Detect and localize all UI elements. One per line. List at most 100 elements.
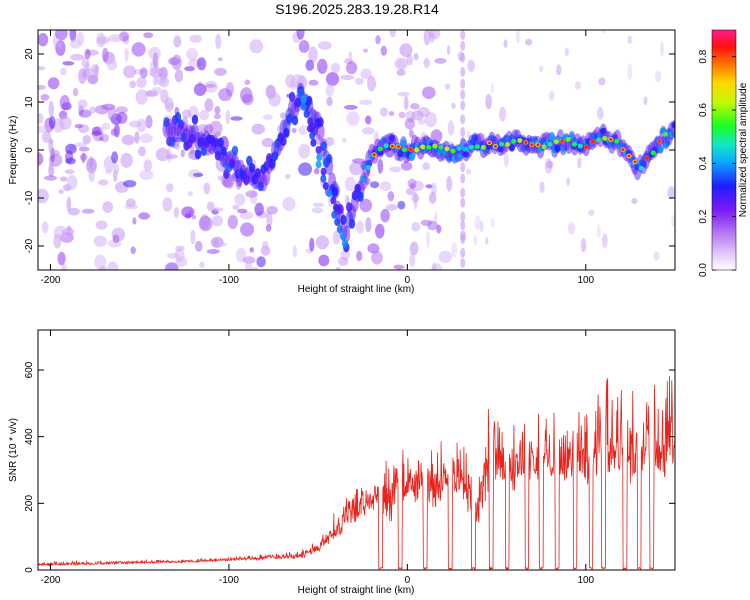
spectrogram-cell (315, 146, 322, 154)
spectrogram-cell (38, 33, 49, 47)
spectrogram-cell (298, 40, 310, 53)
spectrogram-cell (425, 184, 433, 189)
spectrogram-cell (67, 207, 80, 216)
spectrogram-cell (190, 229, 196, 245)
spectrogram-cell (556, 64, 562, 76)
spectrogram-cell (596, 137, 602, 143)
spectrogram-cell (246, 155, 253, 166)
spectrogram-cell (262, 114, 273, 120)
spectrogram-cell (474, 144, 480, 150)
spectrogram-cell (348, 218, 356, 229)
spectrogram-cell (164, 262, 179, 270)
spectrogram-cell (588, 209, 595, 216)
spectrogram-cell (447, 120, 455, 136)
spectrogram-cell (262, 241, 269, 250)
spectrogram-cell (136, 77, 147, 88)
spectrogram-cell (155, 75, 168, 86)
spectrogram-cell (614, 138, 620, 144)
spectrogram-cell (107, 261, 119, 270)
spectrogram-cell (308, 46, 318, 63)
spectrogram-cell (354, 77, 364, 85)
spectrogram-cell (548, 133, 555, 141)
spectrogram-cell (128, 120, 142, 128)
spectrogram-cell (206, 201, 215, 212)
spectrogram-cell (397, 91, 410, 97)
spectrogram-cell (371, 250, 383, 265)
spectrogram-cell (225, 109, 231, 125)
spectrogram-cell (460, 220, 466, 231)
spectrogram-cell (577, 143, 584, 149)
spectrogram-cell (73, 142, 87, 148)
spectrogram-cell (426, 230, 431, 249)
spectrogram-cell (485, 93, 492, 110)
spectrogram-cell (194, 240, 203, 252)
spectrogram-cell (474, 215, 481, 231)
spectrogram-cell (352, 158, 365, 164)
spectrogram-cell (643, 96, 648, 106)
spectrogram-cell (182, 109, 192, 119)
spectrogram-cell (203, 182, 211, 195)
spectrogram-cell (517, 138, 523, 143)
spectrogram-cell (577, 157, 582, 169)
spectrogram-cell (239, 211, 254, 220)
spectrogram-cell (444, 83, 451, 90)
spectrogram-cell (326, 96, 333, 107)
x-tick-label: -100 (219, 575, 239, 586)
spectrogram-cell (191, 114, 199, 125)
spectrogram-cell (314, 168, 320, 175)
spectrogram-cell (74, 123, 84, 129)
spectrogram-cell (460, 30, 466, 40)
snr-series-line (38, 376, 675, 570)
spectrogram-cell (64, 169, 75, 175)
spectrogram-cell (48, 115, 56, 129)
spectrogram-cell (401, 161, 413, 171)
spectrogram-cell (310, 138, 317, 147)
snr-x-label: Height of straight line (km) (298, 585, 415, 596)
x-tick-label: 100 (577, 575, 594, 586)
spectrogram-cell (38, 84, 46, 90)
spectrogram-cell (451, 241, 458, 258)
spectrogram-cell (110, 128, 118, 136)
spectrogram-cell (58, 189, 64, 195)
spectrogram-cell (387, 191, 395, 202)
spectrogram-cell (237, 208, 248, 214)
spectrogram-cell (300, 95, 307, 104)
spectrogram-cell (403, 95, 409, 111)
y-tick-label: -10 (24, 190, 35, 205)
spectrogram-cell (111, 151, 119, 164)
spectrogram-cell (124, 48, 129, 62)
spectrogram-cell (401, 147, 408, 153)
spectrogram-cell (102, 201, 114, 214)
spectrogram-cell (138, 212, 150, 220)
spectrogram-cell (631, 198, 638, 204)
spectrogram-cell (389, 30, 396, 38)
spectrogram-cell (340, 74, 355, 81)
spectrogram-cell (78, 68, 87, 84)
spectrogram-cell (336, 225, 343, 234)
spectrogram-cell (101, 133, 109, 143)
spectrogram-cell (539, 181, 545, 194)
spectrogram-cell (40, 93, 50, 101)
spectrogram-cell (174, 69, 184, 83)
spectrogram-cell (456, 146, 462, 152)
spectrogram-cell (89, 106, 96, 114)
spectrogram-cell (409, 252, 416, 268)
spectrogram-cell (410, 103, 420, 110)
spectrogram-cell (143, 32, 154, 39)
spectrogram-cell (91, 126, 101, 135)
spectrogram-cell (58, 42, 63, 49)
spectrogram-cell (341, 239, 348, 248)
spectrogram-cell (47, 77, 60, 90)
spectrogram-cell (316, 122, 325, 141)
spectrogram-cell (539, 65, 544, 73)
spectrogram-cell (152, 52, 159, 69)
spectrogram-cell (315, 235, 329, 250)
spectrogram-cell (406, 54, 414, 66)
spectrogram-cell (41, 131, 52, 143)
spectrogram-cell (479, 220, 484, 233)
snr-x-ticks: -200 -100 0 100 (40, 330, 595, 586)
spectrogram-cell (320, 141, 327, 152)
spectrogram-cell (303, 110, 310, 118)
spectrogram-cell (187, 191, 193, 197)
spectrogram-cell (139, 169, 154, 180)
